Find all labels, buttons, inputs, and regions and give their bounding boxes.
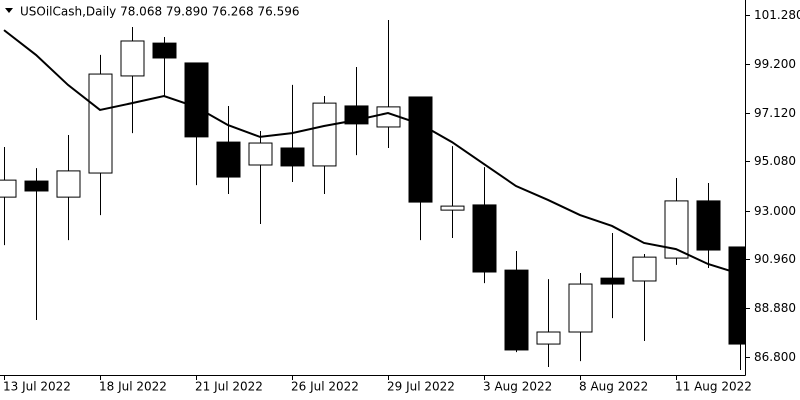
bear-candle-body — [600, 277, 625, 285]
header-arrow — [5, 8, 13, 13]
bear-candle-body — [472, 204, 497, 273]
x-tick-label: 11 Aug 2022 — [675, 380, 752, 394]
bull-candle-body — [88, 73, 113, 174]
y-tick-label: 101.280 — [754, 8, 800, 22]
y-tick-label: 86.800 — [754, 350, 796, 364]
bear-candle-body — [24, 180, 49, 192]
moving-average-line — [3, 29, 741, 275]
y-tick-label: 97.120 — [754, 106, 796, 120]
bear-candle-body — [696, 200, 721, 251]
bull-candle-body — [632, 256, 657, 282]
x-tick-label: 21 Jul 2022 — [195, 380, 263, 394]
bull-candle-body — [664, 200, 689, 259]
bear-candle-body — [280, 147, 305, 167]
bear-candle-body — [152, 42, 177, 59]
bull-candle-body — [56, 170, 81, 198]
chart-header: USOilCash,Daily 78.068 79.890 76.268 76.… — [20, 5, 300, 19]
x-tick-label: 3 Aug 2022 — [483, 380, 552, 394]
y-tick-label: 88.880 — [754, 301, 796, 315]
bear-candle-body — [216, 141, 241, 178]
bear-candle-body — [504, 269, 529, 351]
bull-candle-body — [120, 40, 145, 77]
bear-candle-body — [184, 62, 209, 138]
x-tick-label: 8 Aug 2022 — [579, 380, 648, 394]
x-tick-label: 29 Jul 2022 — [387, 380, 455, 394]
plot-area — [0, 19, 745, 371]
bull-candle-body — [312, 102, 337, 167]
y-tick-label: 93.000 — [754, 204, 796, 218]
bull-candle-body — [0, 179, 17, 198]
bull-candle-body — [248, 142, 273, 166]
x-tick-label: 13 Jul 2022 — [3, 380, 71, 394]
bull-candle-body — [536, 331, 561, 345]
x-tick-label: 18 Jul 2022 — [99, 380, 167, 394]
y-tick-label: 90.960 — [754, 252, 796, 266]
bull-candle-body — [568, 283, 593, 333]
y-tick-label: 95.080 — [754, 154, 796, 168]
bull-candle-body — [440, 205, 465, 211]
y-tick-label: 99.200 — [754, 57, 796, 71]
bear-candle-body — [408, 96, 433, 203]
x-tick-label: 26 Jul 2022 — [291, 380, 359, 394]
